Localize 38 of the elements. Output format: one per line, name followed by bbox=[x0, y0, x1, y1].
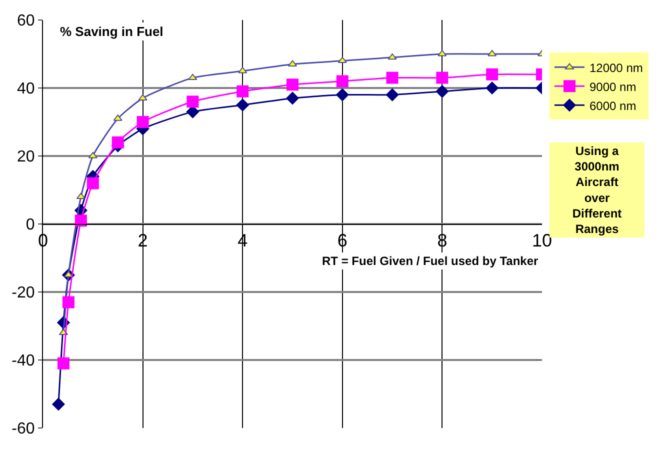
point bbox=[436, 72, 448, 84]
x-tick-label: 10 bbox=[532, 230, 552, 251]
text: Using a 3000nm Aircraft over Different Ranges bbox=[572, 144, 622, 236]
y-tick-label: -20 bbox=[12, 284, 35, 302]
point bbox=[74, 214, 87, 227]
point bbox=[336, 88, 349, 102]
y-tick-label: -60 bbox=[12, 420, 35, 438]
point bbox=[57, 357, 70, 370]
chart-title: % Saving in Fuel bbox=[60, 24, 164, 39]
point bbox=[186, 96, 199, 108]
point bbox=[62, 296, 74, 308]
legend-label: 12000 nm bbox=[589, 60, 643, 75]
y-tick-label: 20 bbox=[17, 148, 35, 166]
point bbox=[338, 56, 347, 64]
point bbox=[486, 68, 498, 80]
point bbox=[388, 53, 397, 60]
point bbox=[86, 177, 99, 190]
point bbox=[386, 88, 399, 102]
y-tick-label: 60 bbox=[17, 12, 35, 30]
point bbox=[188, 74, 198, 80]
point bbox=[286, 92, 299, 105]
legend-label: 9000 nm bbox=[589, 80, 636, 94]
point bbox=[386, 72, 398, 84]
y-tick-label: 0 bbox=[26, 216, 35, 234]
point bbox=[436, 85, 449, 98]
point bbox=[236, 98, 249, 112]
point bbox=[136, 116, 149, 128]
point bbox=[76, 192, 86, 200]
point bbox=[236, 85, 249, 98]
point bbox=[336, 75, 348, 88]
x-axis-title: RT = Fuel Given / Fuel used by Tanker bbox=[322, 254, 538, 268]
legend-label: 6000 nm bbox=[589, 98, 636, 113]
point bbox=[486, 82, 498, 94]
y-tick-label: 40 bbox=[17, 80, 35, 98]
point bbox=[112, 136, 124, 148]
point bbox=[286, 78, 298, 91]
y-tick-label: -40 bbox=[12, 352, 35, 370]
point bbox=[52, 398, 65, 411]
